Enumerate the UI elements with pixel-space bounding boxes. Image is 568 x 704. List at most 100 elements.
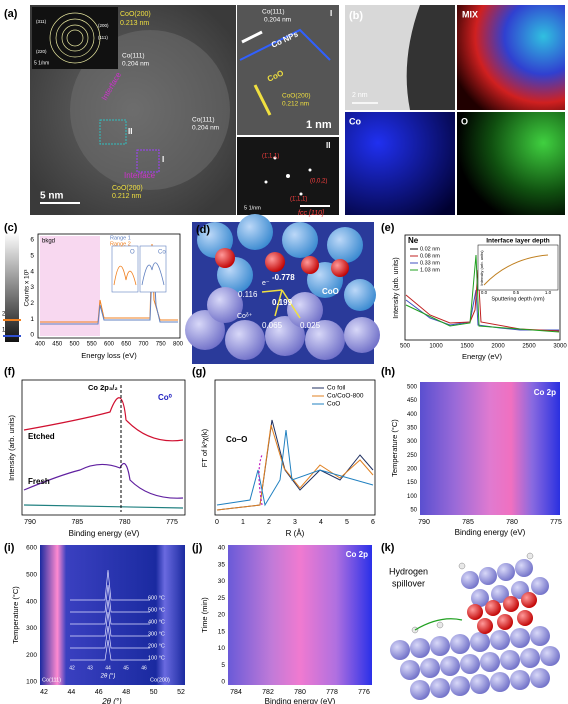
tick-label: 350 (407, 426, 418, 432)
tick-label: 600 (26, 545, 37, 552)
panel-label: (j) (192, 542, 203, 554)
tick-label: 4 (319, 519, 323, 526)
decoration-circle (436, 621, 444, 629)
label: Interface layer depth (486, 238, 550, 245)
tick-label: 400 (407, 412, 418, 418)
label: O (461, 116, 468, 126)
decoration-rect (40, 545, 185, 685)
tick-label: 1000 (429, 344, 443, 350)
decoration-circle (331, 259, 349, 277)
label: 2θ (°) (100, 674, 116, 680)
label: Energy loss (eV) (81, 351, 137, 360)
tick-label: 46 (141, 665, 147, 671)
label: fcc [110] (298, 210, 325, 217)
tick-label: 0 (215, 519, 219, 526)
decoration-path (345, 5, 420, 110)
tick-label: 400 (35, 342, 46, 348)
label: I (162, 155, 164, 164)
decoration-circle (225, 320, 265, 360)
label: Binding energy (eV) (455, 528, 526, 537)
label: 0.204 nm (264, 17, 291, 24)
label: Energy (eV) (462, 352, 503, 361)
decoration-circle (390, 640, 410, 660)
label: 0.199 (272, 298, 293, 307)
decoration-path (70, 611, 150, 637)
decoration-path (216, 424, 374, 511)
decoration-circle (540, 646, 560, 666)
decoration-rect (228, 545, 372, 685)
decoration-path (70, 584, 150, 613)
decoration-circle (264, 180, 268, 184)
decoration-rect (32, 7, 118, 69)
label: 5 1/nm (34, 60, 49, 66)
legend-label: 0.02 nm (420, 246, 440, 252)
decoration-path (113, 265, 137, 286)
tick-label: 0.0 (481, 290, 488, 295)
decoration-circle (467, 604, 483, 620)
panel-label: (i) (4, 542, 15, 554)
label: Ne (408, 236, 419, 245)
legend-label: 1.03 nm (420, 267, 440, 273)
decoration-path (70, 599, 150, 625)
decoration-path (40, 247, 178, 325)
label: MIX (462, 9, 478, 19)
decoration-circle (510, 670, 530, 690)
decoration-circle (480, 652, 500, 672)
decoration-circle (471, 589, 489, 607)
panel-label: (b) (349, 10, 363, 22)
tick-label: 500 (69, 342, 80, 348)
tick-label: 785 (71, 519, 83, 526)
panel-label: (h) (381, 366, 395, 378)
decoration-rect (136, 149, 160, 173)
decoration-path (141, 262, 165, 286)
decoration-circle (344, 279, 376, 311)
decoration-rect (457, 5, 565, 110)
decoration-path (258, 454, 263, 506)
tick-label: 30 (218, 578, 226, 585)
tick-label: 10 (218, 645, 226, 652)
label: Hydrogen (389, 566, 428, 576)
decoration-circle (55, 18, 95, 58)
label: FT of k³χ(k) (200, 428, 209, 467)
decoration-circle (327, 227, 363, 263)
tick-label: 200 (26, 652, 37, 659)
label: Range 1 (110, 235, 131, 241)
panel-label: (k) (381, 542, 395, 554)
label: (200) (98, 23, 109, 28)
label: CoO(200) (112, 185, 143, 192)
tick-label: 43 (87, 665, 93, 671)
decoration-circle (70, 30, 230, 190)
tick-label: 500 (400, 344, 411, 350)
decoration-circle (530, 668, 550, 688)
label: Temperature (°C) (11, 586, 20, 644)
tick-label: 46 (95, 689, 103, 696)
label: 5 nm (40, 191, 63, 202)
label: 2 (2, 312, 6, 318)
decoration-circle (61, 24, 89, 52)
decoration-circle (301, 256, 319, 274)
decoration-circle (515, 559, 533, 577)
decoration-circle (215, 248, 235, 268)
decoration-rect (21, 379, 186, 516)
decoration-rect (457, 112, 565, 215)
label: (220) (36, 49, 47, 54)
decoration-line (281, 289, 301, 319)
label: Etched (28, 432, 55, 441)
decoration-rect (420, 382, 560, 515)
decoration-circle (530, 626, 550, 646)
decoration-circle (450, 676, 470, 696)
decoration-path (405, 254, 560, 333)
label: Binding energy (eV) (69, 529, 140, 538)
label: Interface (124, 171, 156, 180)
decoration-circle (458, 562, 466, 570)
decoration-circle (410, 680, 430, 700)
inset-label: 300 °C (148, 631, 165, 637)
tick-label: 42 (40, 689, 48, 696)
tick-label: 780 (506, 519, 518, 526)
decoration-circle (490, 672, 510, 692)
label: Co⁰ (158, 393, 173, 402)
label: CoO(200) (282, 93, 311, 100)
panel-label: (e) (381, 222, 395, 234)
tick-label: 45 (123, 665, 129, 671)
